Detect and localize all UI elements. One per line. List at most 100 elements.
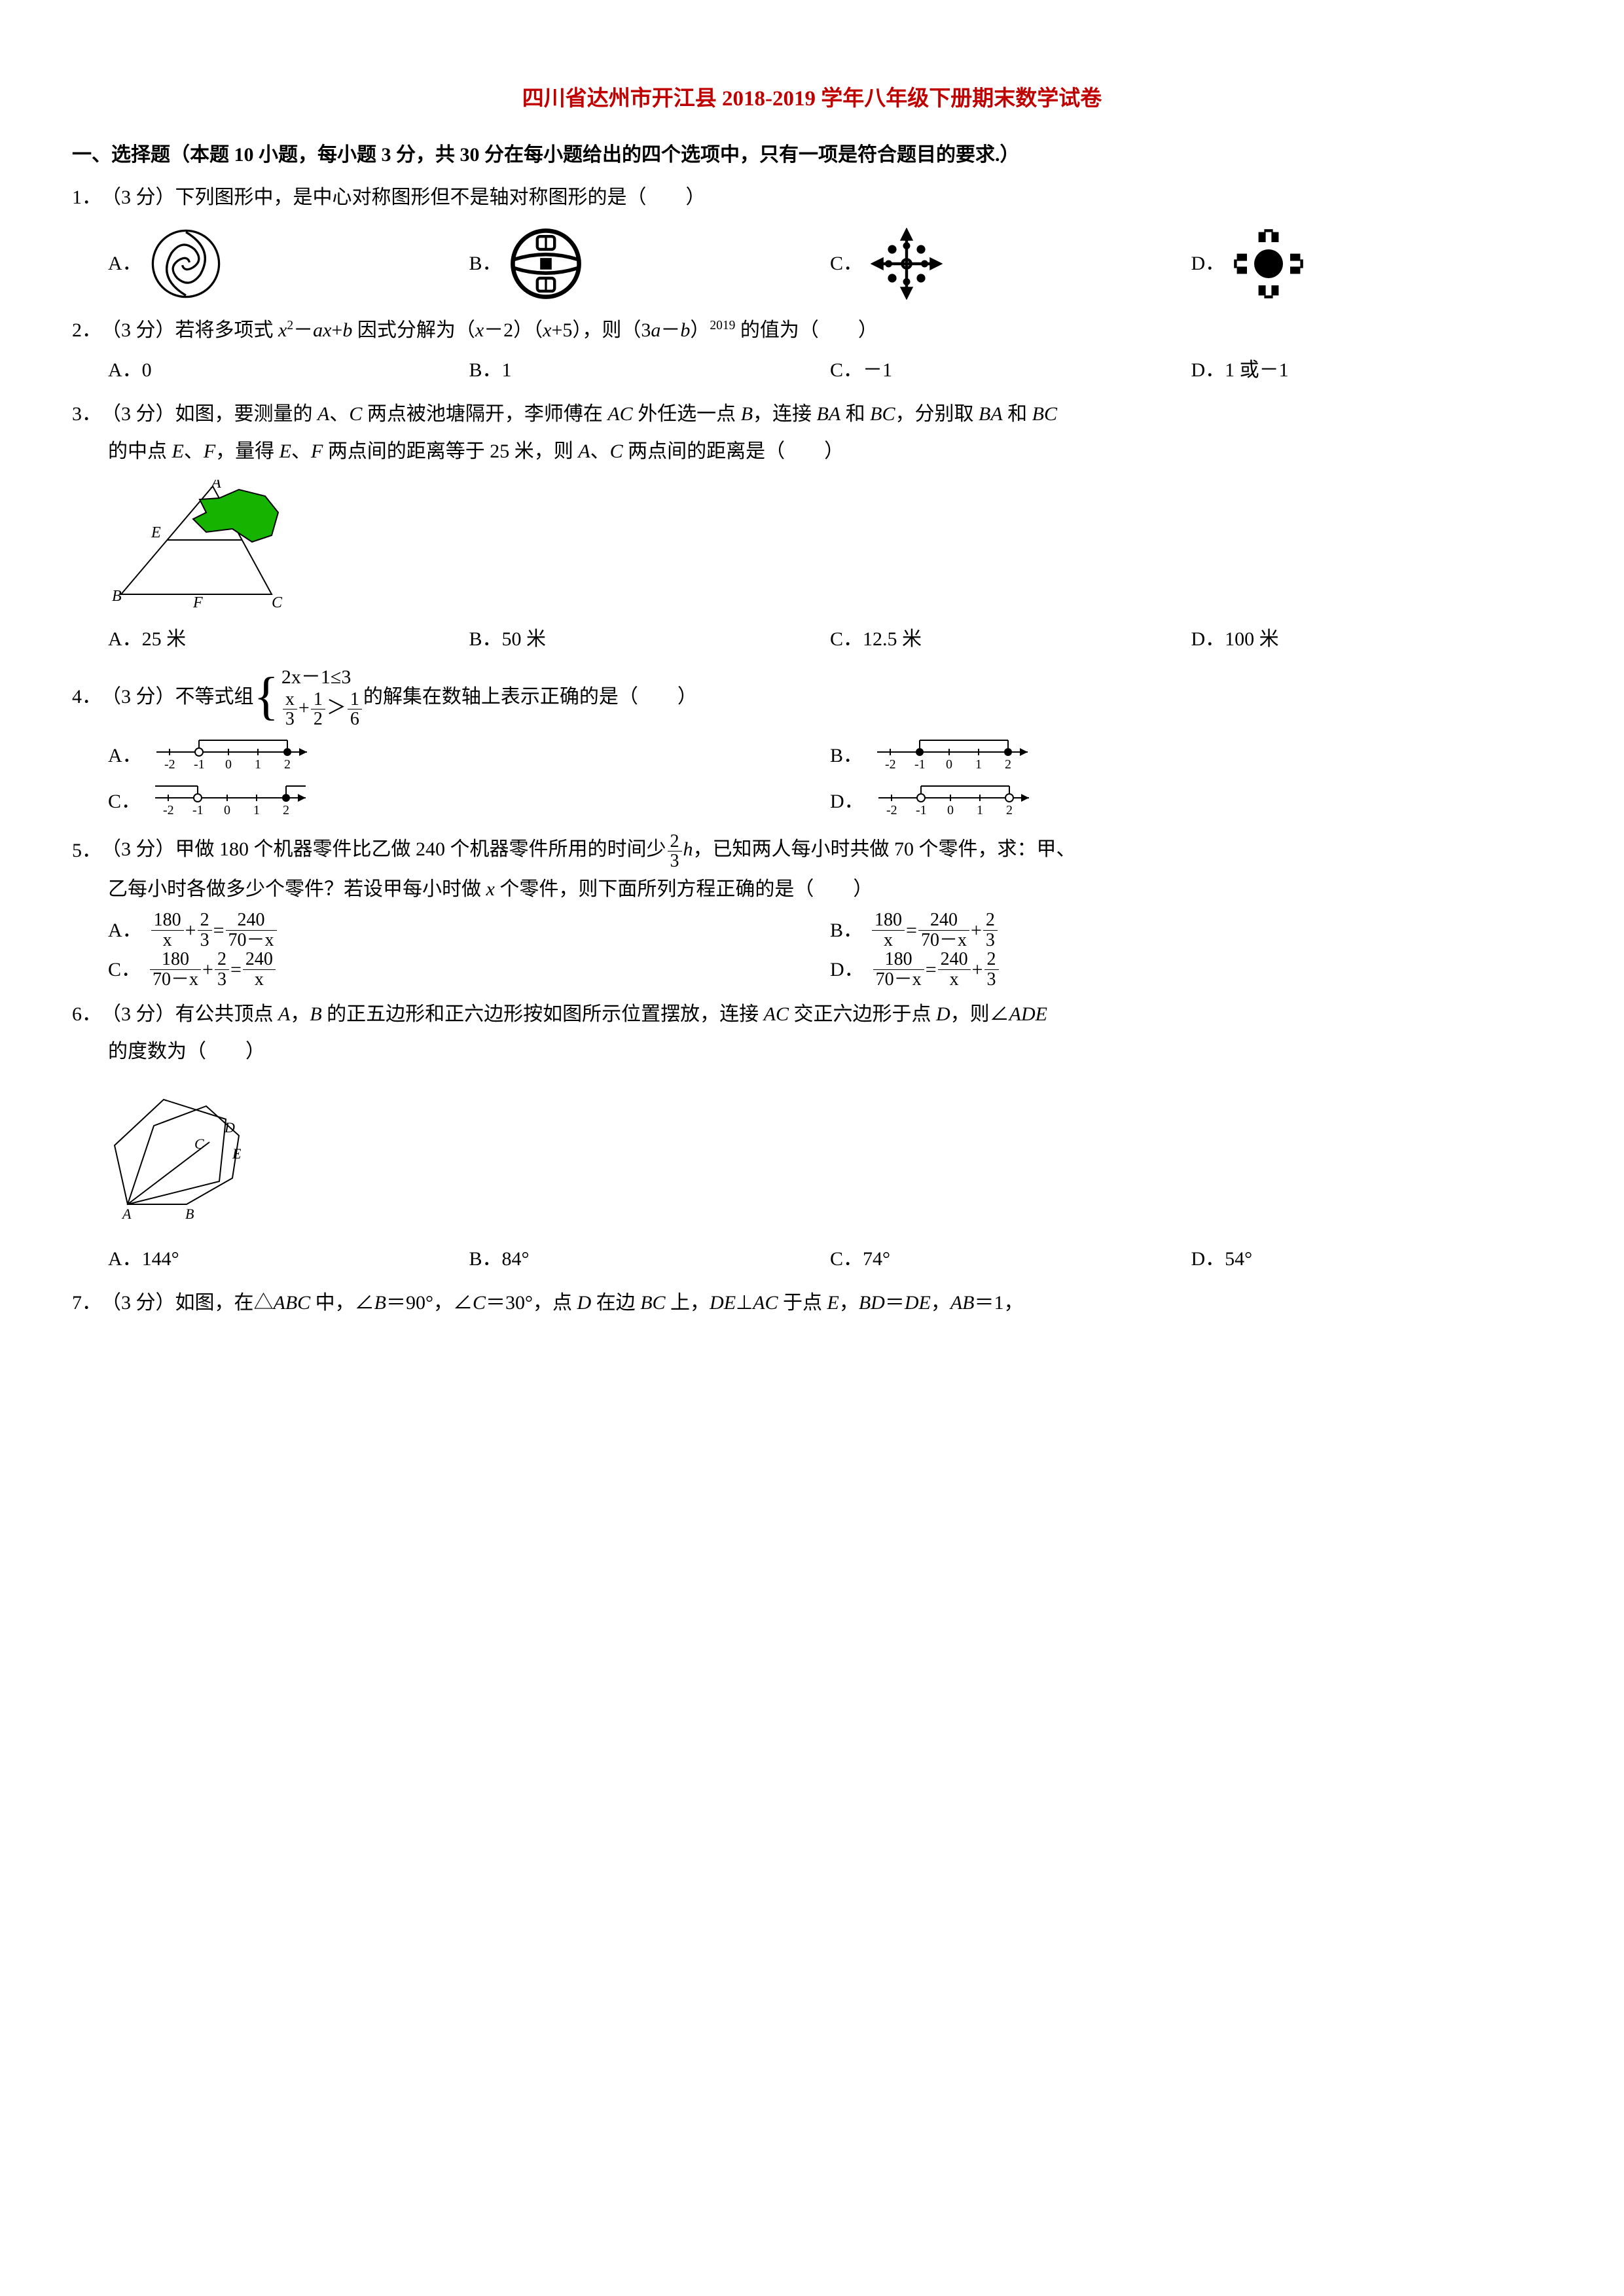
svg-text:-2: -2: [886, 803, 897, 817]
q7-B: B: [374, 1292, 386, 1314]
q7-DE: DE: [710, 1292, 736, 1314]
q7-BC: BC: [640, 1292, 665, 1314]
svg-text:2: 2: [284, 757, 291, 772]
svg-text:0: 0: [947, 803, 954, 817]
q2-num: 2．: [72, 312, 101, 349]
q5-body: （3 分）甲做 180 个机器零件比乙做 240 个机器零件所用的时间少23h，…: [101, 831, 1552, 870]
svg-text:2: 2: [1005, 757, 1011, 772]
q6-body: （3 分）有公共顶点 A，B 的正五边形和正六边形按如图所示位置摆放，连接 AC…: [101, 996, 1552, 1033]
svg-text:-1: -1: [916, 803, 927, 817]
q2-a2: a: [651, 319, 660, 341]
q6-l1a: 有公共顶点: [175, 1003, 279, 1025]
snowflake-icon: [871, 228, 943, 300]
q4-num: 4．: [72, 678, 101, 715]
q4-sys-r1: 2x－1≤3: [281, 664, 363, 690]
q7-C: C: [473, 1292, 486, 1314]
q2-tb: 因式分解为（: [352, 319, 475, 341]
svg-text:1: 1: [977, 803, 983, 817]
q1-c-label: C．: [830, 245, 863, 282]
q2-opt-b: B．1: [469, 351, 831, 389]
q3-1g: ，分别取: [895, 403, 979, 425]
q3-fig-f: F: [192, 594, 203, 611]
q5-l1b: ，已知两人每小时共做 70 个零件，求：甲、: [693, 838, 1076, 860]
q6-l1c: 的正五边形和正六边形按如图所示位置摆放，连接: [322, 1003, 764, 1025]
q4-opt-c: C． -2-1012: [108, 778, 830, 824]
svg-text:C: C: [194, 1136, 204, 1152]
q6-l1b: ，: [290, 1003, 310, 1025]
q3-2d: 、: [291, 440, 311, 462]
q3-opt-b: B．50 米: [469, 620, 831, 658]
q7-t9: ，: [839, 1292, 859, 1314]
q7-t7: ⊥: [736, 1292, 753, 1314]
q7-t11: ，: [931, 1292, 950, 1314]
q2-opt-d: D．1 或－1: [1191, 351, 1553, 389]
q5-l1a: 甲做 180 个机器零件比乙做 240 个机器零件所用的时间少: [175, 838, 666, 860]
q2-body: （3 分）若将多项式 x2－ax+b 因式分解为（x－2）（x+5），则（3a－…: [101, 312, 1552, 349]
svg-text:A: A: [121, 1206, 132, 1222]
numberline-c-icon: -2-1012: [149, 778, 319, 824]
q5-frac23: 23: [668, 832, 682, 871]
q3-iBA2: BA: [979, 403, 1003, 425]
q5-pts: （3 分）: [101, 838, 175, 860]
svg-text:-2: -2: [163, 803, 174, 817]
q5-line2: 乙每小时各做多少个零件？若设甲每小时做 x 个零件，则下面所列方程正确的是（ ）: [72, 870, 1552, 908]
q5-opt-c: C． 18070－x + 23 = 240x: [108, 950, 830, 989]
q3-2a: 的中点: [108, 440, 172, 462]
q3-opt-d: D．100 米: [1191, 620, 1553, 658]
q3-iE2: E: [280, 440, 291, 462]
q7-E: E: [827, 1292, 839, 1314]
q3-iAC: AC: [607, 403, 632, 425]
q1-a-label: A．: [108, 245, 142, 282]
q2-x2: x: [323, 319, 331, 341]
q5-b-l: B．: [830, 912, 863, 949]
section-heading: 一、选择题（本题 10 小题，每小题 3 分，共 30 分在每小题给出的四个选项…: [72, 136, 1552, 173]
q4-c-l: C．: [108, 783, 141, 820]
q7-t5: 在边: [591, 1292, 640, 1314]
q4-opt-d: D． -2-1012: [830, 778, 1552, 824]
svg-text:-2: -2: [164, 757, 175, 772]
q7-t1: 如图，在△: [175, 1292, 274, 1314]
question-2: 2． （3 分）若将多项式 x2－ax+b 因式分解为（x－2）（x+5），则（…: [72, 312, 1552, 389]
q7-D: D: [577, 1292, 592, 1314]
q7-t10: ＝: [885, 1292, 905, 1314]
q7-t4: ＝30°，点: [486, 1292, 577, 1314]
q7-AC: AC: [753, 1292, 778, 1314]
q4-pts: （3 分）: [101, 678, 175, 715]
svg-text:-1: -1: [192, 803, 204, 817]
q3-iC1: C: [349, 403, 362, 425]
q3-iB1: B: [741, 403, 753, 425]
q1-text: 下列图形中，是中心对称图形但不是轴对称图形的是（ ）: [175, 187, 706, 208]
q3-2e: 两点间的距离等于 25 米，则: [323, 440, 578, 462]
q4-a-l: A．: [108, 737, 142, 774]
q2-a1: a: [313, 319, 323, 341]
q3-2c: ，量得: [215, 440, 280, 462]
question-6: 6． （3 分）有公共顶点 A，B 的正五边形和正六边形按如图所示位置摆放，连接…: [72, 996, 1552, 1278]
question-3: 3． （3 分）如图，要测量的 A、C 两点被池塘隔开，李师傅在 AC 外任选一…: [72, 395, 1552, 658]
q7-t12: ＝1，: [975, 1292, 1024, 1314]
q3-2f: 、: [590, 440, 610, 462]
q6-ADE: ADE: [1009, 1003, 1047, 1025]
q5-l2b: 个零件，则下面所列方程正确的是（ ）: [495, 878, 873, 900]
q3-2g: 两点间的距离是（ ）: [623, 440, 844, 462]
q6-l2: 的度数为（ ）: [72, 1033, 1552, 1070]
q4-sys-r2: x3+12＞16: [281, 690, 363, 729]
q3-body: （3 分）如图，要测量的 A、C 两点被池塘隔开，李师傅在 AC 外任选一点 B…: [101, 395, 1552, 433]
q3-pts: （3 分）: [101, 403, 175, 425]
q6-opt-b: B．84°: [469, 1240, 831, 1278]
svg-text:-1: -1: [914, 757, 926, 772]
q4-body: （3 分）不等式组 { 2x－1≤3 x3+12＞16 的解集在数轴上表示正确的…: [101, 664, 1552, 729]
numberline-b-icon: -2-1012: [871, 732, 1041, 778]
q3-line2: 的中点 E、F，量得 E、F 两点间的距离等于 25 米，则 A、C 两点间的距…: [72, 433, 1552, 470]
q4-pre: 不等式组: [175, 678, 254, 715]
q6-opt-c: C．74°: [830, 1240, 1191, 1278]
q4-opt-b: B． -2-1012: [830, 732, 1552, 778]
q2-points: （3 分）: [101, 319, 175, 341]
q3-1f: 和: [840, 403, 870, 425]
q6-opt-d: D．54°: [1191, 1240, 1553, 1278]
q1-option-a: A．: [108, 228, 469, 300]
svg-text:2: 2: [283, 803, 289, 817]
q3-iF2: F: [311, 440, 323, 462]
numberline-a-icon: -2-1012: [150, 732, 320, 778]
svg-text:1: 1: [253, 803, 260, 817]
q3-iBC2: BC: [1032, 403, 1057, 425]
